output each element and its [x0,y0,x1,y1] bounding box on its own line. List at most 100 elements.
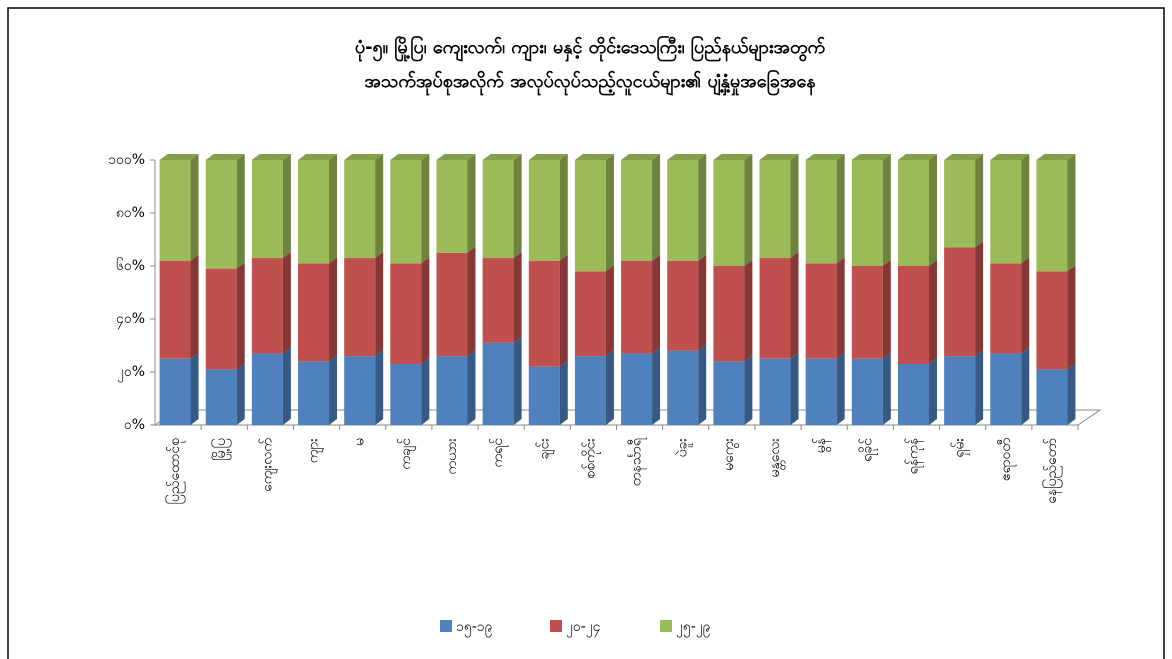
bar-side [836,154,845,264]
bar-segment [528,154,568,261]
bar-front [574,356,606,425]
bar-side [652,154,661,261]
bar-side [790,352,799,425]
bar-side [236,363,245,425]
bar-side [882,352,891,425]
bar-front [528,160,560,261]
bar-front [990,263,1022,354]
x-tick-label: ချင်း [536,438,554,460]
bar-front [251,258,283,354]
legend-swatch [660,620,672,632]
x-tick-label: ကျား [306,438,324,464]
bar-segment [621,347,661,425]
bar-side [282,154,291,259]
x-tick-label: ရခိုင် [859,438,877,462]
bar-segment [805,257,845,359]
bar-side [421,154,430,264]
bar-segment [574,350,614,425]
bar-segment [298,257,338,362]
bar-segment [482,154,522,259]
bar-top [344,154,384,160]
bar-segment [897,260,937,365]
bar-front [574,160,606,272]
y-tick-label: ၀% [124,417,145,433]
bar-side [975,154,984,248]
bar-side [790,154,799,259]
bar-front [205,160,237,269]
bar-segment [1036,154,1076,272]
bar-front [205,369,237,425]
bar-front [298,160,330,264]
bar-segment [667,254,707,351]
bar-top [205,154,245,160]
bar-front [436,160,468,253]
bar-segment [759,252,799,359]
chart-title: ပုံ-၅။ မြို့ပြ၊ ကျေးလက်၊ ကျား၊ မနှင့် တိ… [355,35,825,62]
bar-side [1067,363,1076,425]
bar-side [467,246,476,357]
bar-front [390,263,422,365]
bar-front [759,160,791,259]
bar-front [621,160,653,261]
bar-side [698,344,707,425]
bar-front [944,160,976,248]
bar-front [990,160,1022,264]
bar-side [329,257,338,362]
bar-front [528,366,560,425]
y-tick-label: ၄၀% [116,311,145,329]
bar-side [652,347,661,425]
bar-front [482,258,514,343]
bar-segment [1036,265,1076,370]
bar-front [482,160,514,259]
bar-front [159,358,191,425]
bar-segment [298,355,338,425]
bar-segment [159,352,199,425]
bar-front [390,160,422,264]
bar-side [882,154,891,266]
bar-side [836,257,845,359]
bar-top [851,154,891,160]
bar-segment [805,154,845,264]
bar-top [436,154,476,160]
bar-side [744,154,753,266]
bar-segment [944,241,984,357]
bar-side [1021,347,1030,425]
bar-front [759,358,791,425]
legend-swatch [550,620,562,632]
x-tick-label: စစ်ကိုင်း [582,438,600,479]
legend-label: ၂၅-၂၉ [676,619,711,637]
bar-top [944,154,984,160]
bar-segment [759,352,799,425]
bar-segment [251,252,291,354]
bar-side [698,254,707,351]
bar-front [621,353,653,425]
bar-side [421,358,430,425]
bar-side [975,350,984,425]
x-tick-label: မြို့ပြ [212,438,231,461]
bar-segment [990,154,1030,264]
bar-front [251,160,283,259]
bar-segment [482,252,522,343]
bar-side [513,154,522,259]
bar-side [928,358,937,425]
bar-front [205,268,237,370]
bar-segment [344,154,384,259]
legend-label: ၂၀-၂၄ [566,619,601,637]
bar-segment [851,260,891,359]
bar-front [528,260,560,367]
bar-segment [344,252,384,357]
bar-front [574,271,606,357]
bar-side [559,360,568,425]
bar-segment [621,254,661,354]
bar-segment [528,254,568,367]
bar-front [344,356,376,425]
bar-side [1067,154,1076,272]
bar-segment [944,154,984,248]
bar-side [513,252,522,343]
bar-segment [667,154,707,261]
bar-side [744,355,753,425]
bar-segment [482,336,522,425]
bar-side [928,260,937,365]
bar-segment [205,262,245,370]
bar-side [421,257,430,365]
